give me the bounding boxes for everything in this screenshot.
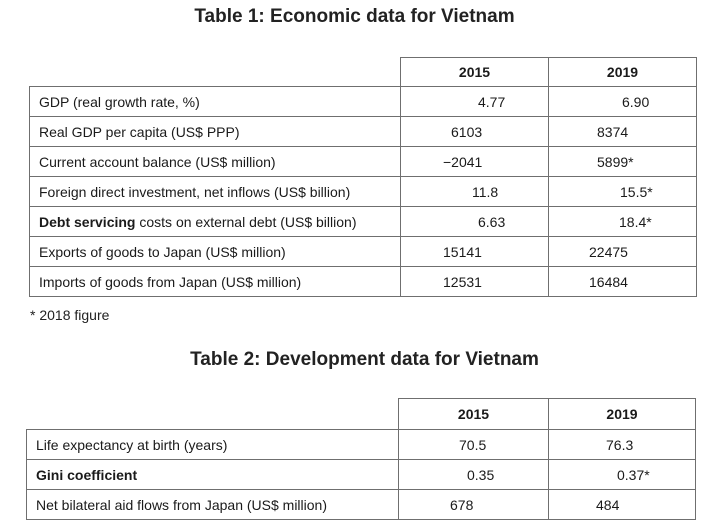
footnote: * 2018 figure (30, 307, 110, 323)
year-header-2019: 2019 (548, 398, 696, 430)
cell-value: 8374 (597, 123, 629, 140)
row-label-rest: costs on external debt (US$ billion) (135, 213, 357, 230)
header-blank-cell (29, 57, 401, 87)
table-header-row: 2015 2019 (29, 57, 697, 87)
table-row: Exports of goods to Japan (US$ million) … (29, 236, 697, 267)
value-2019: 0.37* (548, 459, 696, 490)
cell-value: −2041 (443, 153, 483, 170)
value-2019: 76.3 (548, 429, 696, 460)
value-2019: 8374 (548, 116, 697, 147)
cell-value: 0.35 (467, 466, 495, 483)
value-2015: 6103 (400, 116, 549, 147)
row-label: GDP (real growth rate, %) (29, 86, 401, 117)
value-2015: −2041 (400, 146, 549, 177)
year-header-2015: 2015 (398, 398, 549, 430)
value-2015: 4.77 (400, 86, 549, 117)
cell-value: 18.4* (619, 213, 652, 230)
cell-value: 70.5 (459, 436, 487, 453)
cell-value: 22475 (589, 243, 628, 260)
row-label: Foreign direct investment, net inflows (… (29, 176, 401, 207)
row-label: Imports of goods from Japan (US$ million… (29, 266, 401, 297)
cell-value: 6.90 (622, 93, 650, 110)
table-row: Imports of goods from Japan (US$ million… (29, 266, 697, 297)
value-2015: 12531 (400, 266, 549, 297)
value-2015: 70.5 (398, 429, 549, 460)
value-2015: 15141 (400, 236, 549, 267)
table-row: GDP (real growth rate, %) 4.77 6.90 (29, 86, 697, 117)
development-data-table: 2015 2019 Life expectancy at birth (year… (26, 398, 696, 520)
row-label: Net bilateral aid flows from Japan (US$ … (26, 489, 399, 520)
table-row: Real GDP per capita (US$ PPP) 6103 8374 (29, 116, 697, 147)
header-blank-cell (26, 398, 399, 430)
table-row: Current account balance (US$ million) −2… (29, 146, 697, 177)
value-2019: 484 (548, 489, 696, 520)
row-label: Exports of goods to Japan (US$ million) (29, 236, 401, 267)
table2-title: Table 2: Development data for Vietnam (190, 349, 539, 370)
table-row: Gini coefficient 0.35 0.37* (26, 459, 696, 490)
cell-value: 12531 (443, 273, 482, 290)
value-2019: 18.4* (548, 206, 697, 237)
cell-value: 16484 (589, 273, 628, 290)
year-header-2019: 2019 (548, 57, 697, 87)
table-row: Net bilateral aid flows from Japan (US$ … (26, 489, 696, 520)
cell-value: 4.77 (478, 93, 506, 110)
table-row: Foreign direct investment, net inflows (… (29, 176, 697, 207)
row-label: Life expectancy at birth (years) (26, 429, 399, 460)
table-header-row: 2015 2019 (26, 398, 696, 430)
row-label: Real GDP per capita (US$ PPP) (29, 116, 401, 147)
cell-value: 0.37* (617, 466, 650, 483)
value-2015: 678 (398, 489, 549, 520)
value-2019: 5899* (548, 146, 697, 177)
cell-value: 76.3 (606, 436, 634, 453)
table-row: Life expectancy at birth (years) 70.5 76… (26, 429, 696, 460)
cell-value: 15141 (443, 243, 482, 260)
cell-value: 678 (450, 496, 474, 513)
row-label: Current account balance (US$ million) (29, 146, 401, 177)
cell-value: 6.63 (478, 213, 506, 230)
value-2019: 16484 (548, 266, 697, 297)
table1-title: Table 1: Economic data for Vietnam (194, 6, 515, 27)
row-label: Gini coefficient (26, 459, 399, 490)
cell-value: 15.5* (620, 183, 653, 200)
value-2015: 0.35 (398, 459, 549, 490)
value-2015: 6.63 (400, 206, 549, 237)
economic-data-table: 2015 2019 GDP (real growth rate, %) 4.77… (29, 57, 697, 297)
cell-value: 5899* (597, 153, 634, 170)
row-label-bold: Debt servicing (39, 213, 136, 230)
cell-value: 11.8 (472, 183, 499, 200)
year-header-2015: 2015 (400, 57, 549, 87)
value-2015: 11.8 (400, 176, 549, 207)
table-row: Debt servicing costs on external debt (U… (29, 206, 697, 237)
value-2019: 6.90 (548, 86, 697, 117)
value-2019: 22475 (548, 236, 697, 267)
value-2019: 15.5* (548, 176, 697, 207)
cell-value: 6103 (451, 123, 483, 140)
cell-value: 484 (596, 496, 620, 513)
row-label: Debt servicing costs on external debt (U… (29, 206, 401, 237)
